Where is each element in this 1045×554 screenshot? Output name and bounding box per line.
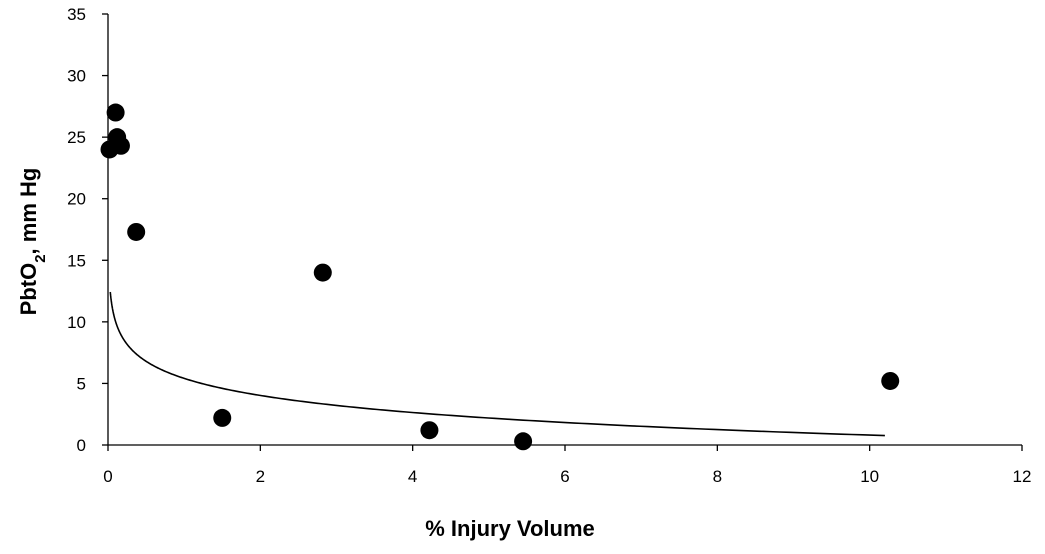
data-point <box>881 371 900 390</box>
y-tick-label: 35 <box>67 5 86 24</box>
y-tick-label: 20 <box>67 190 86 209</box>
data-point <box>106 103 125 122</box>
y-axis-title-subscript: 2 <box>32 254 49 262</box>
x-tick-label: 0 <box>103 467 112 486</box>
x-tick-label: 6 <box>560 467 569 486</box>
y-tick-label: 15 <box>67 251 86 270</box>
y-axis: 0 5 10 15 20 25 30 35 <box>67 5 109 455</box>
trendline <box>109 291 885 437</box>
x-tick-label: 10 <box>860 467 879 486</box>
data-point <box>111 136 130 155</box>
x-tick-label: 8 <box>713 467 722 486</box>
y-tick-label: 30 <box>67 67 86 86</box>
data-point <box>514 432 533 451</box>
x-tick-label: 4 <box>408 467 417 486</box>
x-tick-label: 2 <box>256 467 265 486</box>
x-axis-title: % Injury Volume <box>425 516 595 541</box>
data-points <box>100 103 900 451</box>
y-tick-label: 5 <box>77 374 86 393</box>
x-tick-label: 12 <box>1013 467 1032 486</box>
y-tick-label: 25 <box>67 128 86 147</box>
y-tick-label: 0 <box>77 436 86 455</box>
y-axis-title-main: PbtO <box>16 263 41 316</box>
y-axis-title-tail: , mm Hg <box>16 168 41 255</box>
y-tick-label: 10 <box>67 313 86 332</box>
data-point <box>313 263 332 282</box>
data-point <box>213 408 232 427</box>
x-axis: 0 2 4 6 8 10 12 <box>103 444 1032 486</box>
y-axis-title: PbtO2, mm Hg <box>16 168 49 316</box>
data-point <box>127 222 146 241</box>
data-point <box>420 421 439 440</box>
